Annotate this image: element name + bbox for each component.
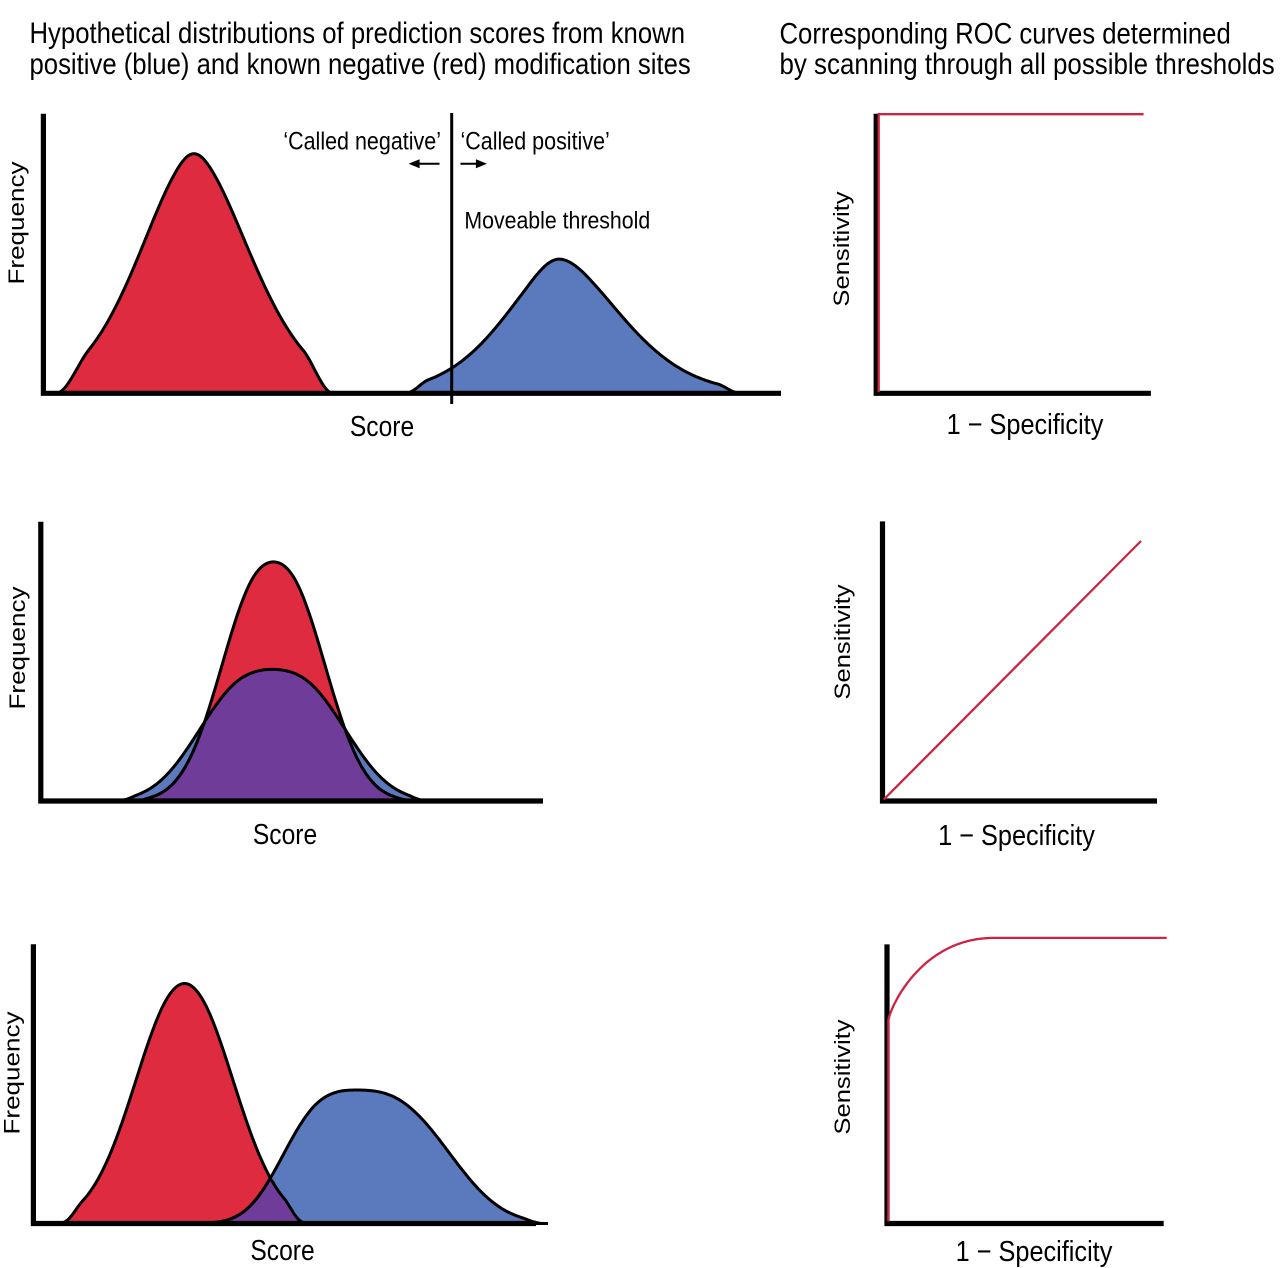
svg-text:‘Called negative’: ‘Called negative’ [283,127,441,155]
svg-text:Moveable threshold: Moveable threshold [464,206,650,234]
svg-text:Sensitivity: Sensitivity [830,191,855,306]
svg-text:Frequency: Frequency [5,161,30,285]
svg-text:Frequency: Frequency [6,586,31,710]
svg-text:Corresponding ROC curves deter: Corresponding ROC curves determined [780,17,1231,50]
svg-text:1 − Specificity: 1 − Specificity [938,818,1095,851]
svg-text:‘Called positive’: ‘Called positive’ [461,127,610,155]
svg-text:Sensitivity: Sensitivity [831,584,856,699]
svg-text:Hypothetical distributions of: Hypothetical distributions of prediction… [30,16,685,49]
svg-text:Sensitivity: Sensitivity [831,1019,856,1134]
svg-text:by scanning through all possib: by scanning through all possible thresho… [780,48,1275,81]
svg-text:Score: Score [250,1234,314,1266]
svg-text:Score: Score [350,411,414,443]
svg-text:Frequency: Frequency [0,1011,25,1135]
svg-text:1 − Specificity: 1 − Specificity [947,407,1104,440]
svg-text:positive (blue) and known nega: positive (blue) and known negative (red)… [30,48,691,81]
svg-text:1 − Specificity: 1 − Specificity [956,1234,1113,1267]
svg-text:Score: Score [253,818,317,850]
